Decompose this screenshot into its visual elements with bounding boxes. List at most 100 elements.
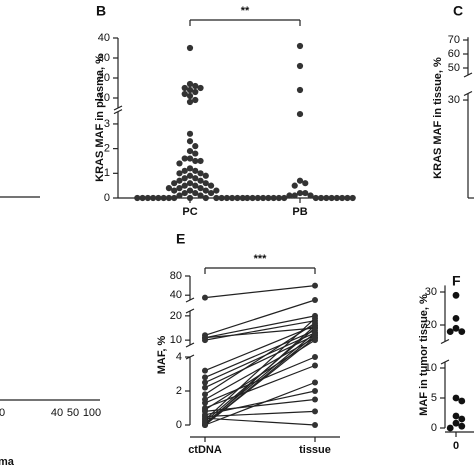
- data-dot: [452, 324, 460, 332]
- data-dot: [223, 194, 230, 202]
- data-dot: [192, 175, 199, 182]
- y-tick-label: 40: [98, 32, 110, 44]
- data-dot: [249, 194, 256, 202]
- data-dot: [202, 194, 209, 202]
- data-dot: [176, 185, 183, 192]
- axis-break: [185, 308, 195, 314]
- data-dot: [181, 90, 188, 98]
- data-dot: [323, 194, 330, 202]
- data-dot: [213, 194, 220, 202]
- x-tick-label: PB: [292, 206, 307, 218]
- data-dot: [275, 194, 283, 202]
- data-dot: [312, 422, 318, 428]
- data-dot: [160, 194, 167, 202]
- pair-line: [204, 410, 316, 418]
- data-dot: [165, 185, 173, 192]
- significance-label: ***: [254, 253, 268, 265]
- y-tick-label: 30: [98, 52, 110, 64]
- data-dot: [213, 187, 220, 194]
- data-dot: [186, 180, 194, 187]
- data-dot: [197, 157, 204, 165]
- data-dot: [328, 194, 335, 202]
- y-tick-label: 3: [104, 118, 110, 130]
- y-tick-label: 40: [170, 289, 182, 301]
- y-tick-label: 50: [448, 62, 460, 74]
- data-dot: [155, 194, 162, 202]
- data-dot: [296, 177, 304, 184]
- data-dot: [307, 192, 314, 199]
- data-dot: [458, 422, 466, 430]
- axis-break: [463, 72, 473, 78]
- y-tick-label: 5: [431, 392, 437, 404]
- data-dot: [192, 182, 199, 189]
- data-dot: [186, 80, 194, 88]
- x-tick-label: PC: [182, 206, 197, 218]
- data-dot: [197, 170, 204, 177]
- panel-letter: E: [176, 231, 185, 247]
- data-dot: [181, 189, 188, 197]
- data-dot: [139, 194, 146, 202]
- data-dot: [181, 182, 188, 189]
- data-dot: [176, 170, 183, 177]
- pair-line: [204, 299, 316, 336]
- data-dot: [333, 194, 340, 202]
- data-dot: [181, 84, 188, 92]
- pair-line: [204, 327, 316, 339]
- data-dot: [176, 177, 183, 184]
- data-dot: [171, 194, 178, 202]
- data-dot: [186, 92, 194, 100]
- pair-line: [204, 337, 316, 426]
- data-dot: [197, 177, 204, 184]
- data-dot: [458, 397, 466, 405]
- data-dot: [192, 157, 199, 165]
- y-tick-label: 0: [104, 192, 110, 204]
- data-dot: [344, 194, 351, 202]
- data-dot: [296, 62, 304, 70]
- data-dot: [202, 399, 208, 406]
- data-dot: [186, 155, 194, 162]
- data-dot: [286, 192, 293, 199]
- data-dot: [302, 189, 309, 197]
- data-dot: [446, 424, 454, 432]
- y-tick-label: 20: [170, 310, 182, 322]
- data-dot: [312, 315, 318, 322]
- data-dot: [202, 294, 208, 301]
- y-tick-label: 80: [170, 270, 182, 282]
- data-dot: [254, 194, 261, 202]
- data-dot: [458, 328, 466, 335]
- data-dot: [312, 396, 318, 403]
- data-dot: [181, 167, 188, 174]
- data-dot: [312, 362, 318, 369]
- x-tick-label: 0: [0, 407, 5, 419]
- pair-line: [204, 364, 316, 409]
- data-dot: [192, 88, 199, 96]
- data-dot: [186, 138, 194, 145]
- y-tick-label: 10: [425, 362, 437, 374]
- data-dot: [202, 379, 208, 386]
- x-tick-label: tissue: [299, 444, 331, 456]
- data-dot: [312, 322, 318, 329]
- x-tick-label: 40: [51, 407, 63, 419]
- x-tick-label: 100: [83, 407, 101, 419]
- data-dot: [281, 194, 288, 202]
- axis-break: [185, 297, 195, 303]
- data-dot: [202, 422, 208, 428]
- data-dot: [452, 394, 460, 402]
- pair-line: [204, 320, 316, 341]
- data-dot: [176, 192, 183, 199]
- y-tick-label: 60: [448, 48, 460, 60]
- pair-line: [204, 315, 316, 339]
- y-tick-label: 20: [425, 319, 437, 331]
- data-dot: [202, 337, 208, 344]
- data-dot: [192, 167, 199, 174]
- pair-line: [204, 329, 316, 378]
- pair-line: [204, 285, 316, 299]
- data-dot: [339, 194, 346, 202]
- data-dot: [312, 354, 318, 360]
- data-dot: [202, 391, 208, 398]
- y-tick-label: 30: [448, 94, 460, 106]
- axis-break: [113, 109, 123, 115]
- data-dot: [207, 182, 215, 189]
- y-axis-label: KRAS MAF in plasma, %: [94, 54, 106, 182]
- data-dot: [134, 194, 141, 202]
